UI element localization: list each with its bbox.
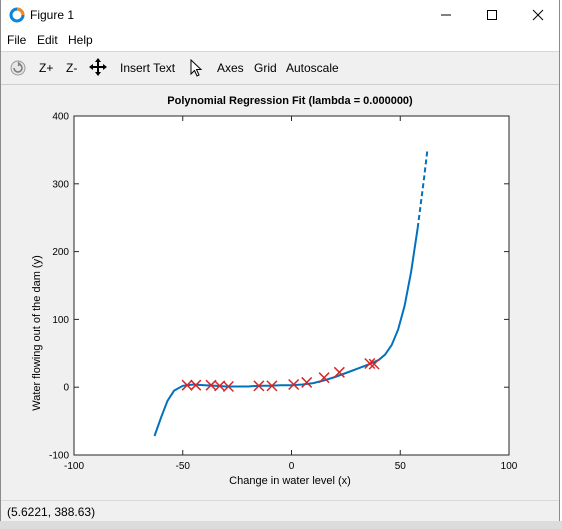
taskbar-strip bbox=[0, 521, 562, 529]
axis-ticks: -100 -50 0 50 100 -100 0 100 200 300 400 bbox=[49, 112, 518, 473]
figure-canvas[interactable]: Polynomial Regression Fit (lambda = 0.00… bbox=[1, 85, 559, 500]
x-tick-label: 50 bbox=[395, 461, 407, 472]
minimize-icon bbox=[441, 14, 451, 16]
x-tick-label: 0 bbox=[289, 461, 295, 472]
axes-button[interactable]: Axes bbox=[217, 61, 244, 75]
autoscale-button[interactable]: Autoscale bbox=[286, 61, 339, 75]
data-point-marker bbox=[288, 378, 300, 391]
menu-bar: File Edit Help bbox=[1, 30, 559, 52]
chart-title: Polynomial Regression Fit (lambda = 0.00… bbox=[167, 95, 413, 107]
select-cursor-icon[interactable] bbox=[189, 59, 203, 77]
data-point-marker bbox=[253, 380, 265, 392]
axes-box bbox=[73, 115, 510, 456]
data-point-marker bbox=[190, 379, 202, 391]
y-axis-label: Water flowing out of the dam (y) bbox=[31, 255, 43, 411]
close-button[interactable] bbox=[515, 0, 561, 30]
title-bar[interactable]: Figure 1 bbox=[1, 0, 559, 30]
data-point-marker bbox=[301, 376, 313, 388]
maximize-button[interactable] bbox=[469, 0, 515, 30]
fit-line-dashed bbox=[416, 149, 429, 229]
data-point-marker bbox=[266, 380, 278, 392]
fit-line bbox=[153, 227, 419, 437]
data-point-marker bbox=[205, 379, 217, 391]
figure-app-icon bbox=[9, 7, 25, 23]
y-tick-label: 200 bbox=[52, 247, 69, 258]
y-tick-label: -100 bbox=[49, 451, 69, 462]
x-tick-label: -50 bbox=[176, 461, 191, 472]
data-point-stroke bbox=[222, 380, 234, 393]
data-point-stroke bbox=[205, 379, 217, 391]
y-tick-label: 0 bbox=[63, 383, 69, 394]
data-point-stroke bbox=[333, 366, 345, 378]
zoom-out-button[interactable]: Z- bbox=[66, 61, 78, 75]
menu-file[interactable]: File bbox=[7, 33, 27, 47]
rotate-icon[interactable] bbox=[9, 59, 27, 77]
data-point-stroke bbox=[318, 372, 330, 384]
cursor-coordinates: (5.6221, 388.63) bbox=[7, 505, 96, 519]
x-tick-label: -100 bbox=[64, 461, 84, 472]
maximize-icon bbox=[487, 10, 497, 20]
close-icon bbox=[532, 9, 544, 21]
grid-button[interactable]: Grid bbox=[254, 61, 277, 75]
plot-svg[interactable]: Polynomial Regression Fit (lambda = 0.00… bbox=[1, 85, 559, 500]
window-title: Figure 1 bbox=[30, 8, 75, 22]
data-point-stroke bbox=[288, 378, 300, 391]
y-tick-label: 300 bbox=[52, 179, 69, 190]
data-point-stroke bbox=[253, 380, 265, 392]
data-point-stroke bbox=[368, 358, 380, 370]
y-tick-label: 100 bbox=[52, 315, 69, 326]
menu-help[interactable]: Help bbox=[68, 33, 93, 47]
x-axis-label: Change in water level (x) bbox=[229, 475, 351, 487]
data-point-stroke bbox=[190, 379, 202, 391]
y-tick-label: 400 bbox=[52, 112, 69, 123]
status-bar: (5.6221, 388.63) bbox=[1, 500, 559, 522]
data-point-marker bbox=[181, 379, 193, 391]
zoom-in-button[interactable]: Z+ bbox=[39, 61, 54, 75]
pan-icon[interactable] bbox=[89, 58, 107, 76]
data-point-marker bbox=[318, 372, 330, 384]
minimize-button[interactable] bbox=[423, 0, 469, 30]
data-point-marker bbox=[333, 366, 345, 378]
insert-text-button[interactable]: Insert Text bbox=[120, 61, 176, 75]
data-point-stroke bbox=[266, 380, 278, 392]
data-point-stroke bbox=[214, 380, 226, 392]
data-point-marker bbox=[214, 380, 226, 392]
toolbar: Z+ Z- Insert Text Axes Grid Autoscale bbox=[1, 52, 559, 85]
data-point-stroke bbox=[181, 379, 193, 391]
plot-series bbox=[153, 149, 429, 437]
data-point-marker bbox=[222, 380, 234, 393]
data-point-stroke bbox=[364, 357, 376, 370]
x-tick-label: 100 bbox=[501, 461, 518, 472]
menu-edit[interactable]: Edit bbox=[37, 33, 58, 47]
data-point-marker bbox=[368, 358, 380, 370]
data-point-stroke bbox=[301, 376, 313, 388]
data-point-marker bbox=[364, 357, 376, 370]
